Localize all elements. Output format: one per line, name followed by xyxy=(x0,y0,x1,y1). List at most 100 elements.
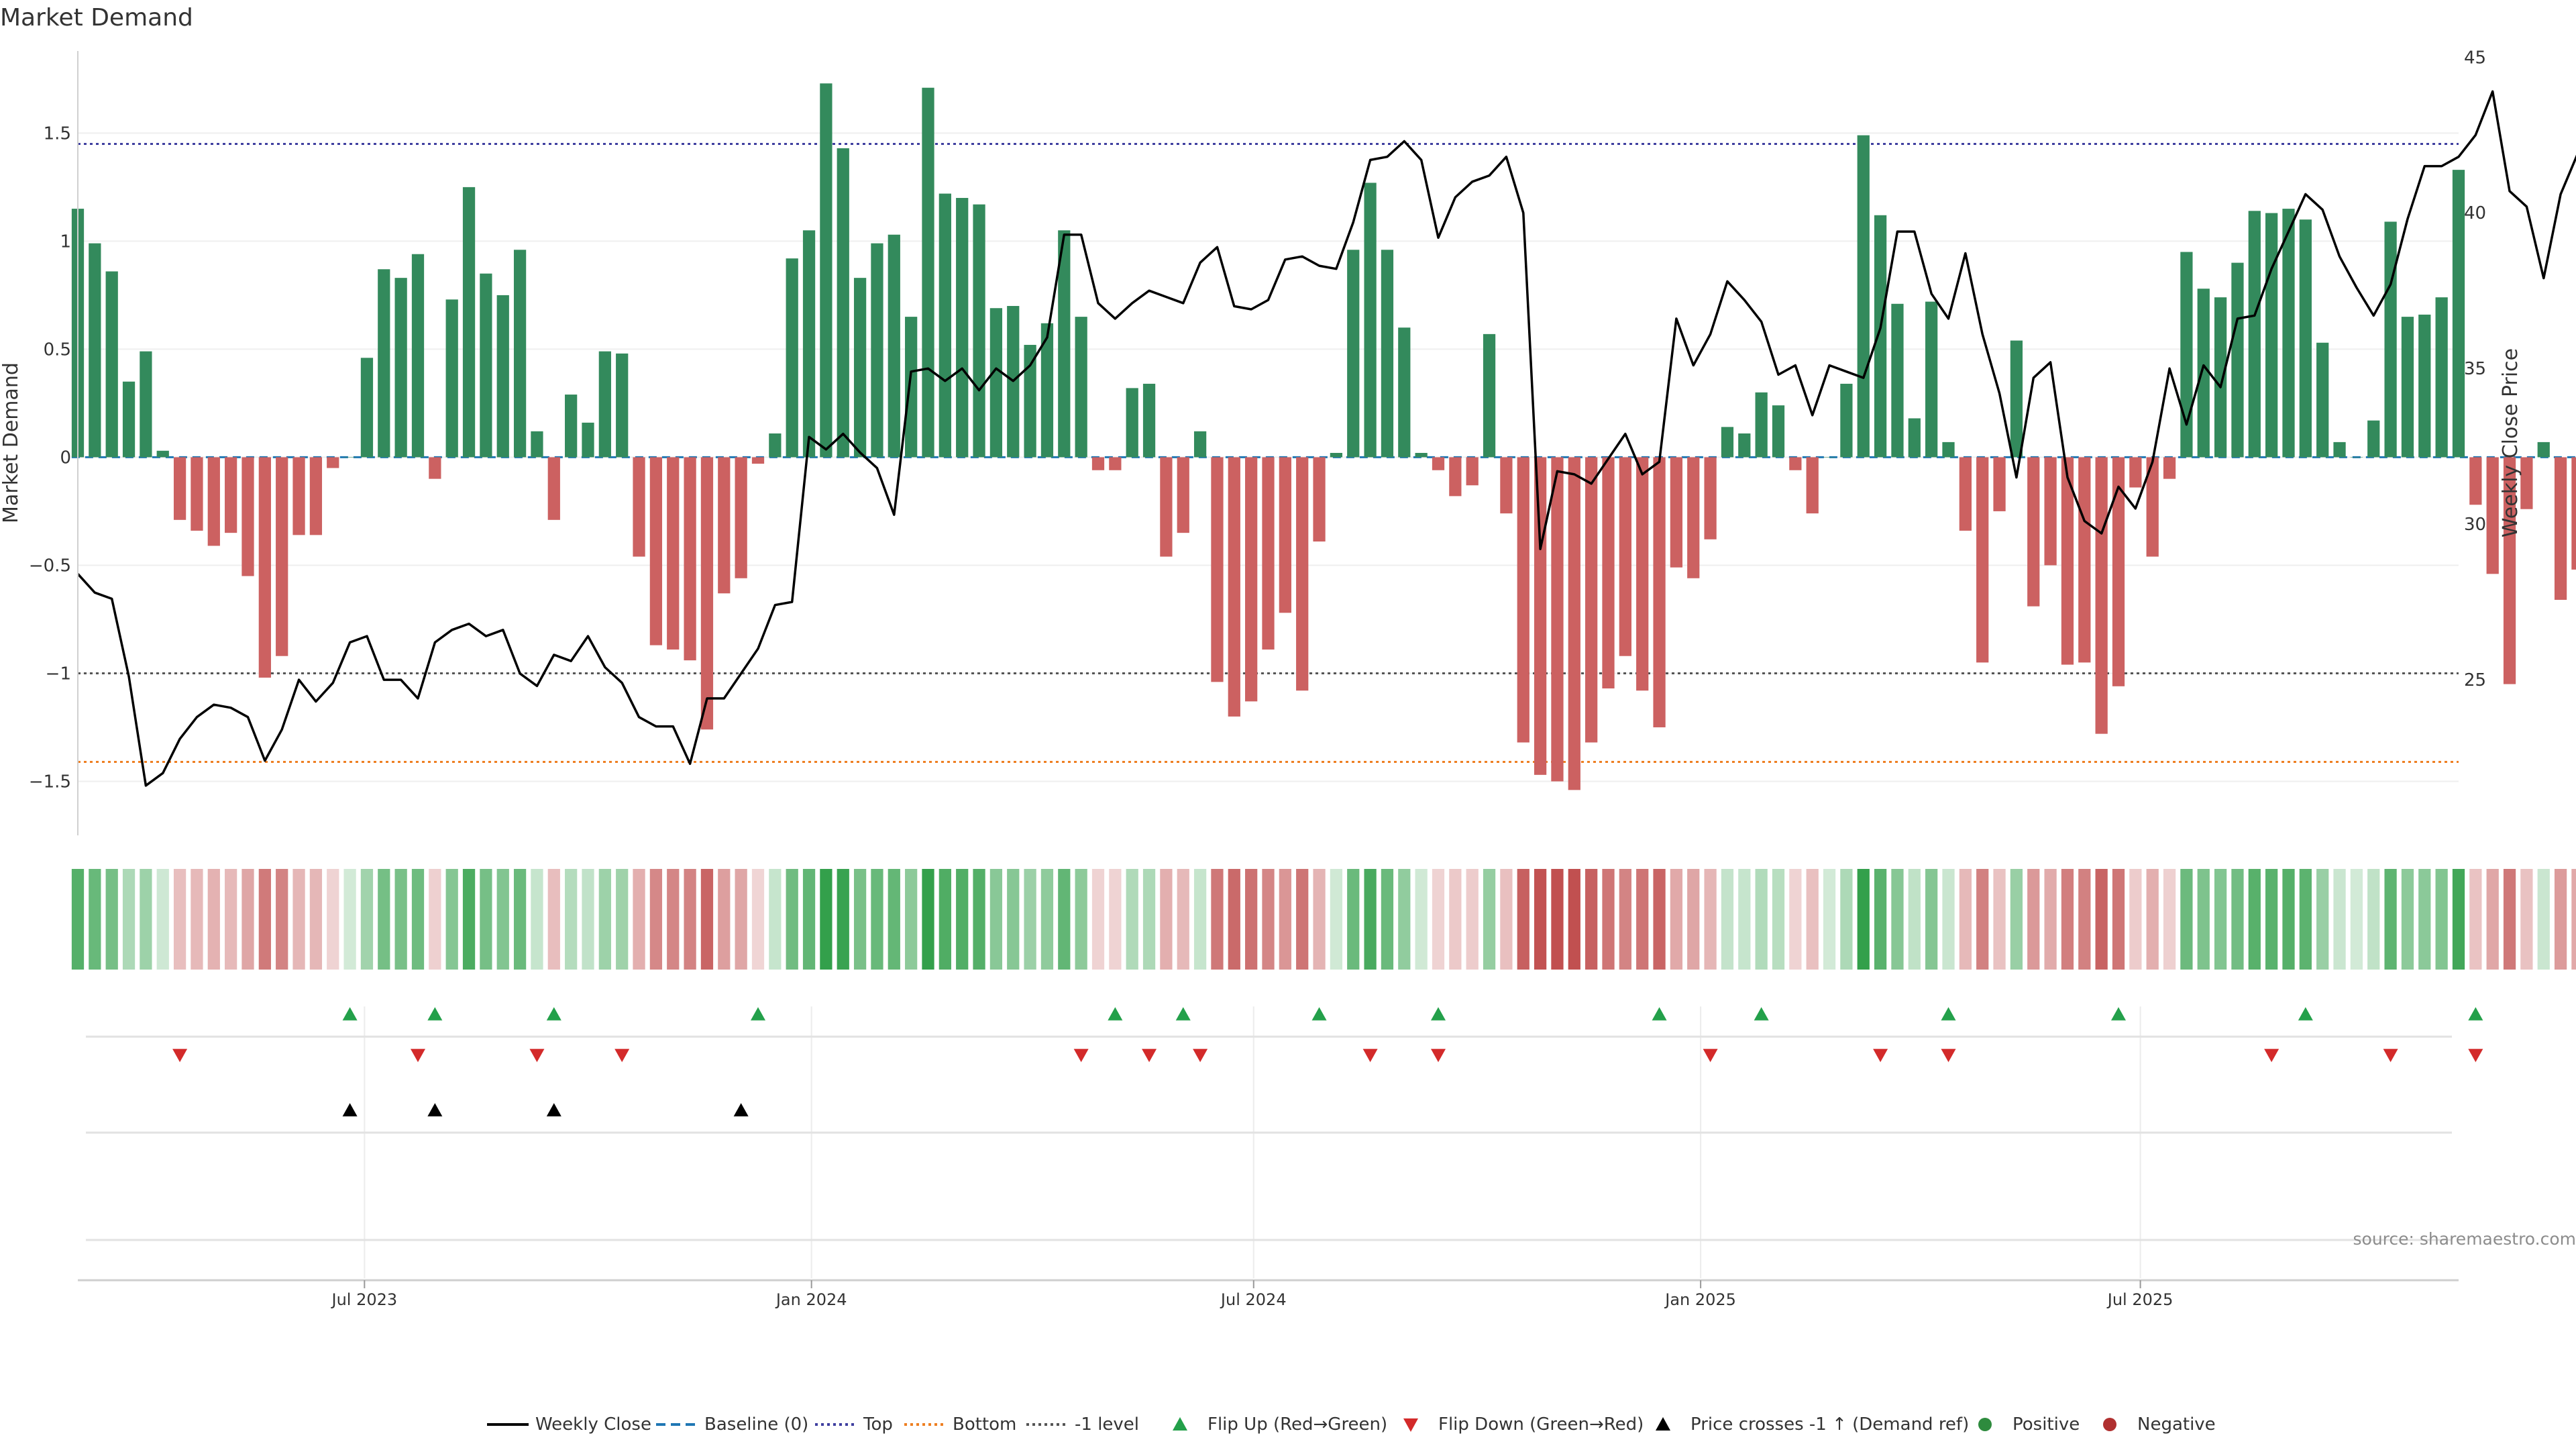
heat-cell xyxy=(1858,869,1870,970)
heat-cell xyxy=(837,869,849,970)
demand-bar xyxy=(2367,421,2379,458)
event-markers xyxy=(172,1007,2483,1117)
heat-cell xyxy=(497,869,509,970)
flip-down-marker xyxy=(172,1049,187,1062)
heat-cell xyxy=(1789,869,1801,970)
demand-bar xyxy=(1891,304,1903,458)
heat-cell xyxy=(1177,869,1189,970)
demand-bar xyxy=(1381,250,1393,457)
demand-bar xyxy=(1109,457,1121,470)
flip-up-marker xyxy=(751,1007,765,1021)
heat-cell xyxy=(2027,869,2039,970)
demand-bar xyxy=(871,244,883,458)
heat-cell xyxy=(1534,869,1546,970)
flip-down-marker xyxy=(1703,1049,1718,1062)
flip-down-marker xyxy=(411,1049,425,1062)
legend-label: Positive xyxy=(2012,1414,2080,1435)
heat-cell xyxy=(1738,869,1750,970)
heat-cell xyxy=(1109,869,1121,970)
heat-cell xyxy=(1330,869,1342,970)
legend-label: Weekly Close xyxy=(535,1414,651,1435)
heat-cell xyxy=(378,869,390,970)
heat-cell xyxy=(2078,869,2090,970)
heat-cell xyxy=(292,869,305,970)
demand-bar xyxy=(2520,457,2532,509)
demand-bar xyxy=(497,295,509,458)
heat-cell xyxy=(1551,869,1563,970)
demand-bar xyxy=(803,230,815,457)
demand-bar xyxy=(1960,457,1972,530)
demand-bar xyxy=(1756,393,1768,458)
flip-down-marker xyxy=(1431,1049,1446,1062)
demand-bar xyxy=(1738,433,1750,457)
demand-bar xyxy=(1704,457,1716,539)
heat-cell xyxy=(2453,869,2465,970)
heat-cell xyxy=(1704,869,1716,970)
heat-cell xyxy=(1942,869,1954,970)
demand-bar xyxy=(412,254,424,458)
heat-cell xyxy=(531,869,543,970)
heat-cell xyxy=(1024,869,1036,970)
demand-bar xyxy=(2436,297,2448,457)
y-tick-label: 0 xyxy=(60,448,71,468)
heat-cell xyxy=(2010,869,2023,970)
heat-cell xyxy=(2300,869,2312,970)
legend-swatch xyxy=(1173,1417,1187,1431)
demand-bar xyxy=(1653,457,1665,727)
heat-cell xyxy=(854,869,866,970)
demand-bar xyxy=(1993,457,2005,511)
heat-cell xyxy=(973,869,985,970)
demand-bar xyxy=(2300,219,2312,457)
demand-bar xyxy=(140,352,152,458)
heat-cell xyxy=(1874,869,1886,970)
heat-cell xyxy=(157,869,169,970)
flip-up-marker xyxy=(1431,1007,1446,1021)
demand-bar xyxy=(1432,457,1444,470)
flip-up-marker xyxy=(547,1007,561,1021)
demand-bar xyxy=(514,250,526,457)
demand-bar xyxy=(684,457,696,660)
demand-bar xyxy=(2453,170,2465,457)
demand-bar xyxy=(752,457,764,464)
heat-cell xyxy=(2402,869,2414,970)
demand-bar xyxy=(292,457,305,535)
y-axis-label: Market Demand xyxy=(0,362,23,523)
heat-cell xyxy=(1262,869,1274,970)
flip-down-marker xyxy=(529,1049,544,1062)
heat-cell xyxy=(650,869,662,970)
legend-label: Baseline (0) xyxy=(704,1414,808,1435)
heat-cell xyxy=(990,869,1002,970)
heat-cell xyxy=(1602,869,1614,970)
demand-bar xyxy=(123,382,135,458)
legend-item-positive: Positive xyxy=(1978,1414,2080,1435)
demand-bar xyxy=(1126,388,1138,457)
flip-down-marker xyxy=(1941,1049,1956,1062)
demand-bar xyxy=(1466,457,1479,485)
heat-cell xyxy=(2282,869,2294,970)
legend-swatch xyxy=(2103,1418,2116,1431)
heat-cell xyxy=(1279,869,1291,970)
heat-cell xyxy=(1364,869,1376,970)
price-cross-marker xyxy=(547,1103,561,1117)
demand-bar xyxy=(1772,405,1784,457)
heat-cell xyxy=(582,869,594,970)
heat-cell xyxy=(225,869,237,970)
legend-item-weekly_close: Weekly Close xyxy=(487,1414,651,1435)
demand-bar xyxy=(1279,457,1291,613)
heat-cell xyxy=(871,869,883,970)
demand-bar xyxy=(1585,457,1597,742)
flip-down-marker xyxy=(2468,1049,2483,1062)
y-tick-label: 1 xyxy=(60,231,71,252)
heat-cell xyxy=(208,869,220,970)
heat-cell xyxy=(1092,869,1104,970)
demand-bar xyxy=(106,271,118,457)
demand-bar xyxy=(2333,442,2345,458)
heat-cell xyxy=(310,869,322,970)
heat-cell xyxy=(2555,869,2567,970)
demand-bar xyxy=(1177,457,1189,533)
heat-cell xyxy=(2333,869,2345,970)
demand-bar xyxy=(2180,252,2192,457)
heat-cell xyxy=(1960,869,1972,970)
demand-bar xyxy=(463,187,475,458)
